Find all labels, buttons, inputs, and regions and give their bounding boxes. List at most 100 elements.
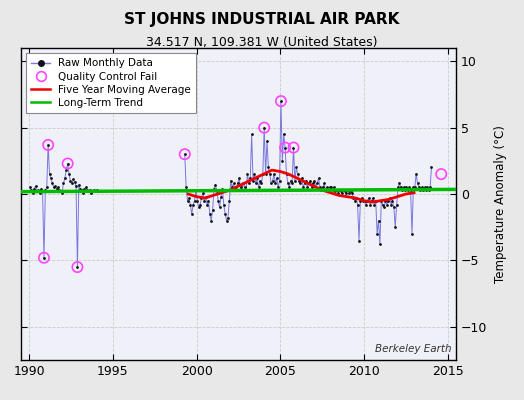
Point	[93, 187, 101, 193]
Point	[63, 160, 72, 167]
Point	[416, 187, 424, 193]
Point	[37, 186, 46, 192]
Point	[245, 180, 253, 187]
Point	[308, 184, 316, 191]
Point	[353, 202, 362, 208]
Point	[369, 195, 377, 201]
Point	[190, 198, 199, 204]
Point	[277, 98, 285, 104]
Point	[312, 184, 320, 191]
Point	[57, 188, 65, 194]
Point	[270, 171, 278, 177]
Point	[249, 178, 257, 184]
Point	[217, 194, 225, 200]
Point	[260, 124, 268, 131]
Point	[384, 198, 392, 204]
Point	[266, 171, 274, 177]
Point	[230, 180, 238, 187]
Point	[303, 184, 312, 191]
Point	[247, 131, 256, 138]
Point	[324, 187, 333, 193]
Point	[306, 178, 314, 184]
Point	[44, 142, 52, 148]
Point	[362, 202, 370, 208]
Point	[367, 198, 376, 204]
Point	[199, 190, 207, 196]
Point	[340, 187, 348, 193]
Point	[402, 184, 411, 191]
Point	[42, 184, 51, 191]
Point	[283, 180, 292, 187]
Point	[267, 180, 276, 187]
Point	[78, 187, 86, 193]
Point	[344, 187, 352, 193]
Point	[331, 188, 340, 194]
Point	[27, 187, 36, 193]
Point	[413, 180, 422, 187]
Point	[73, 264, 82, 270]
Point	[391, 224, 399, 230]
Point	[255, 184, 263, 191]
Point	[392, 202, 401, 208]
Point	[222, 217, 231, 224]
Point	[274, 184, 282, 191]
Point	[256, 178, 264, 184]
Point	[226, 178, 235, 184]
Point	[319, 184, 327, 191]
Point	[373, 231, 381, 237]
Point	[386, 195, 394, 201]
Point	[397, 184, 405, 191]
Point	[188, 211, 196, 217]
Point	[194, 204, 203, 210]
Point	[38, 188, 47, 194]
Point	[346, 188, 355, 194]
Point	[218, 186, 226, 192]
Point	[415, 184, 423, 191]
Point	[277, 98, 285, 104]
Point	[66, 178, 74, 184]
Point	[236, 184, 245, 191]
Point	[242, 187, 250, 193]
Point	[342, 190, 351, 196]
Point	[356, 198, 365, 204]
Point	[349, 195, 357, 201]
Point	[424, 187, 433, 193]
Point	[183, 198, 192, 204]
Point	[329, 187, 337, 193]
Point	[298, 175, 306, 181]
Point	[278, 158, 287, 164]
Point	[334, 190, 342, 196]
Point	[437, 171, 445, 177]
Point	[365, 195, 373, 201]
Point	[192, 187, 200, 193]
Point	[58, 190, 66, 196]
Point	[295, 178, 303, 184]
Point	[288, 180, 296, 187]
Point	[73, 264, 82, 270]
Point	[338, 190, 346, 196]
Point	[321, 187, 330, 193]
Point	[323, 184, 331, 191]
Point	[40, 254, 48, 261]
Point	[314, 175, 323, 181]
Point	[252, 180, 260, 187]
Point	[241, 184, 249, 191]
Point	[366, 202, 374, 208]
Point	[235, 175, 243, 181]
Point	[76, 186, 84, 192]
Point	[87, 190, 95, 196]
Point	[259, 171, 267, 177]
Point	[361, 198, 369, 204]
Point	[378, 202, 387, 208]
Point	[74, 182, 83, 188]
Point	[282, 171, 291, 177]
Point	[82, 184, 90, 191]
Point	[268, 178, 277, 184]
Point	[313, 180, 321, 187]
Point	[79, 190, 87, 196]
Point	[372, 198, 380, 204]
Point	[238, 187, 246, 193]
Point	[412, 171, 420, 177]
Point	[345, 190, 353, 196]
Point	[422, 187, 430, 193]
